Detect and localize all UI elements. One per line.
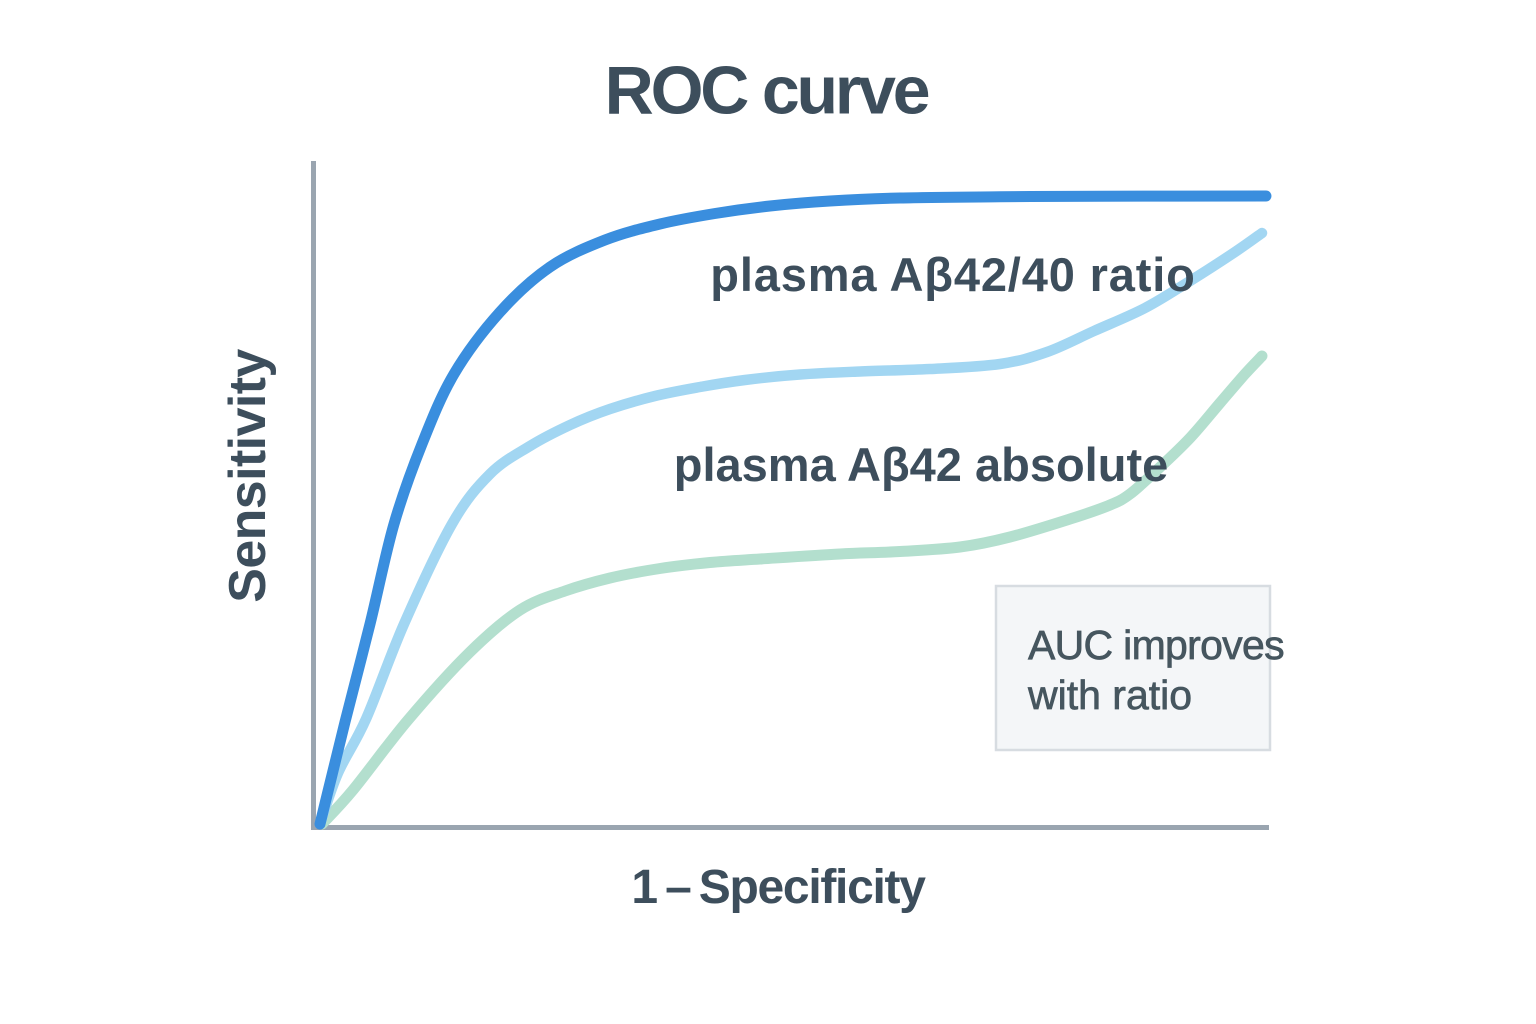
svg-text:plasma Aβ42 absolute: plasma Aβ42 absolute <box>674 438 1169 491</box>
svg-text:1 – Specificity: 1 – Specificity <box>631 861 926 914</box>
svg-text:ROC curve: ROC curve <box>605 53 929 129</box>
svg-text:plasma Aβ42/40 ratio: plasma Aβ42/40 ratio <box>710 248 1195 301</box>
svg-text:Sensitivity: Sensitivity <box>219 349 277 603</box>
svg-text:with ratio: with ratio <box>1027 672 1192 718</box>
svg-text:AUC improves: AUC improves <box>1028 622 1284 668</box>
